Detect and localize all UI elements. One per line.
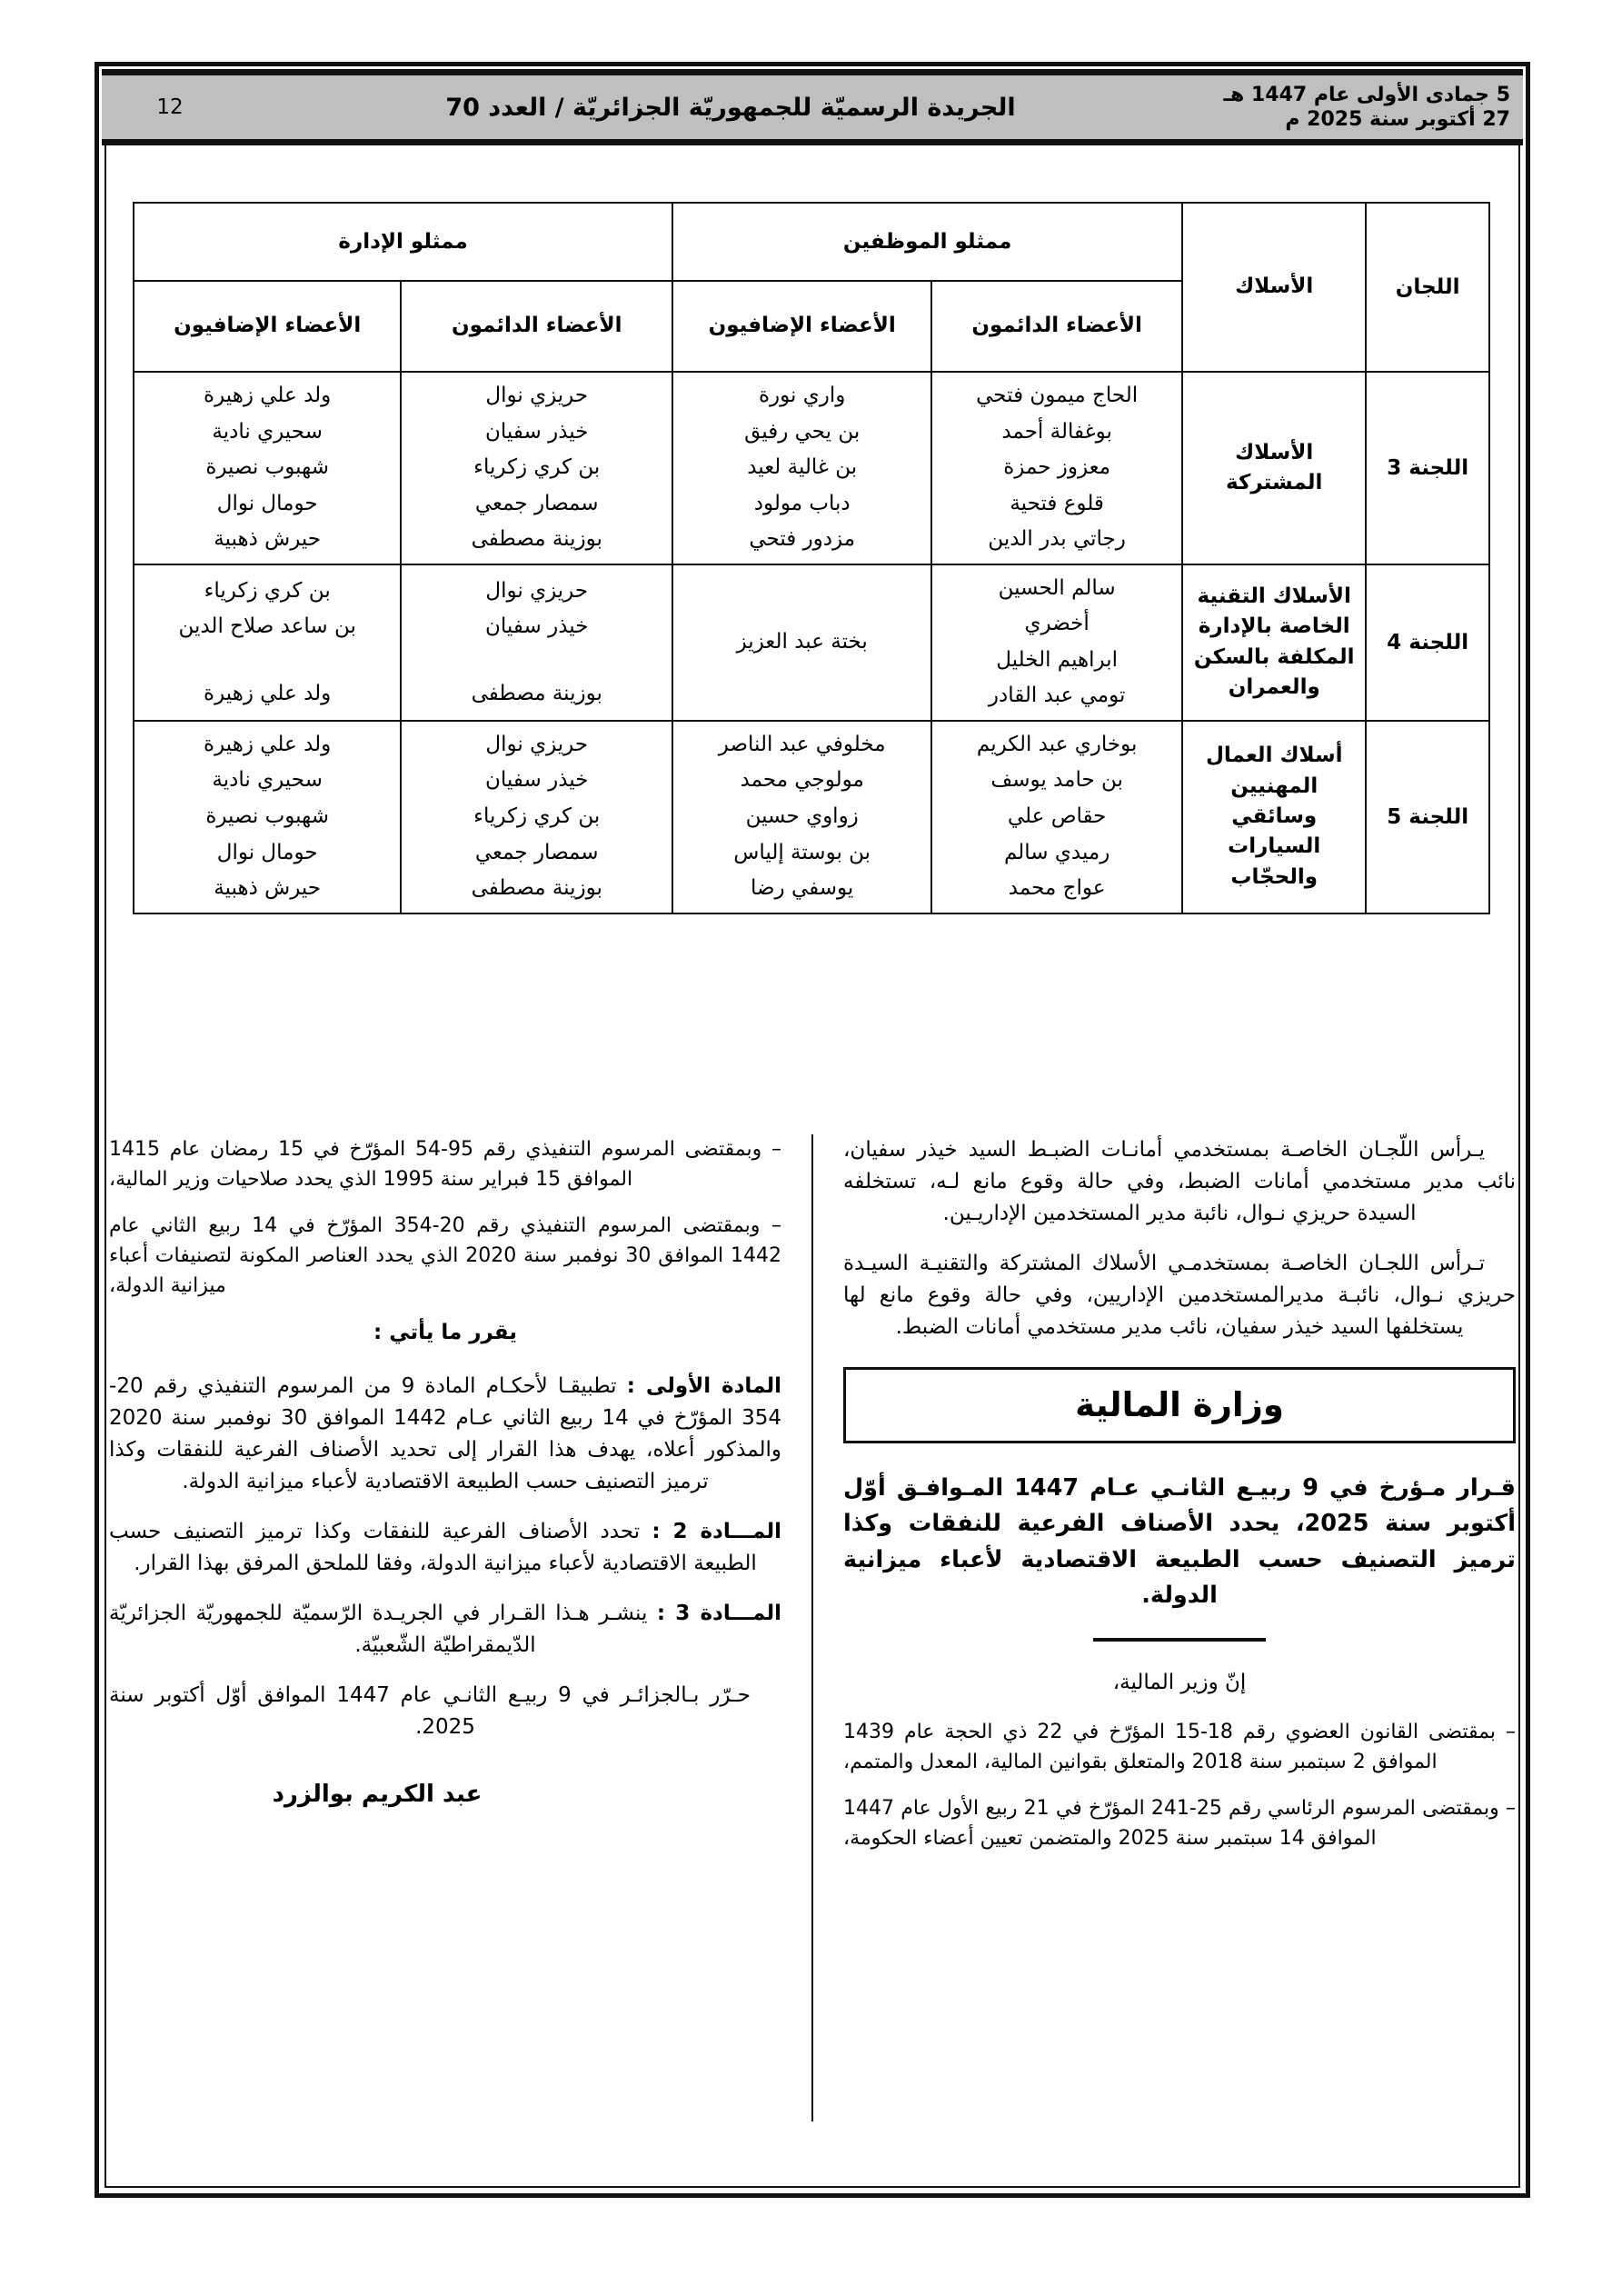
table-row: اللجنة 3 الأسلاك المشتركة الحاج ميمون فتحي… xyxy=(132,371,1490,565)
table-group-header-row: اللجان الأسلاك ممثلو الموظفين ممثلو الإد… xyxy=(132,202,1490,373)
cell-lijan: اللجنة 3 xyxy=(1365,371,1490,565)
cell-aslak: الأسلاك التقنية الخاصة بالإدارة المكلفة … xyxy=(1181,563,1368,722)
horizontal-rule xyxy=(1093,1637,1266,1642)
header-admin-permanent: الأعضاء الدائمون xyxy=(400,280,674,373)
header-aslak: الأسلاك xyxy=(1181,202,1368,373)
header-group-administration: ممثلو الإدارة xyxy=(132,202,674,282)
article-2-label: المـــادة 2 : xyxy=(652,1519,781,1543)
ministry-banner-label: وزارة المالية xyxy=(1075,1385,1284,1425)
header-employees-additional: الأعضاء الإضافيون xyxy=(672,280,933,373)
left-text-column: – وبمقتضى المرسوم التنفيذي رقم 95-54 الم… xyxy=(109,1134,781,2189)
cell-aslak: أسلاك العمال المهنيين وسائقي السيارات وا… xyxy=(1181,719,1368,914)
citation-presidential-decree-25-241: – وبمقتضى المرسوم الرئاسي رقم 25-241 الم… xyxy=(843,1796,1516,1850)
cell-employees-additional: بختة عبد العزيز xyxy=(672,563,933,722)
header-group-employees: ممثلو الموظفين xyxy=(672,202,1184,282)
masthead-journal-title: الجريدة الرسميّة للجمهوريّة الجزائريّة /… xyxy=(445,93,1016,122)
cell-lijan: اللجنة 5 xyxy=(1365,719,1490,914)
committees-table: اللجان الأسلاك ممثلو الموظفين ممثلو الإد… xyxy=(132,202,1490,914)
article-2: المـــادة 2 : تحدد الأصناف الفرعية للنفق… xyxy=(109,1516,781,1580)
table-row: اللجنة 5 أسلاك العمال المهنيين وسائقي الس… xyxy=(132,719,1490,914)
article-3-text: ينشـر هـذا القـرار في الجريـدة الرّسميّة… xyxy=(109,1601,648,1657)
decree-title: قـرار مـؤرخ في 9 ربيـع الثانـي عـام 1447… xyxy=(843,1473,1516,1610)
citation-organic-law-18-15: – بمقتضى القانون العضوي رقم 18-15 المؤرّ… xyxy=(843,1720,1517,1773)
cell-lijan: اللجنة 4 xyxy=(1365,563,1490,722)
article-2-text: تحدد الأصناف الفرعية للنفقات وكذا ترميز … xyxy=(109,1519,757,1575)
header-lijan: اللجان xyxy=(1365,202,1490,373)
masthead-date-block: 5 جمادى الأولى عام 1447 هـ 27 أكتوبر سنة… xyxy=(1223,83,1523,133)
cell-employees-additional: مخلوفي عبد الناصر مولوجي محمد زواوي حسين بن… xyxy=(672,719,933,914)
cell-admin-permanent: حريزي نوال خيذر سفيان بن كري زكرياء سمصار ج… xyxy=(400,371,674,565)
closing-statement: حـرّر بـالجزائـر في 9 ربيـع الثانـي عام … xyxy=(109,1682,751,1739)
ministry-banner: وزارة المالية xyxy=(843,1366,1516,1443)
committees-table-body: اللجنة 3 الأسلاك المشتركة الحاج ميمون فتحي… xyxy=(132,371,1490,914)
masthead-page-number: 12 xyxy=(156,95,184,119)
cell-employees-additional: واري نورة بن يحي رفيق بن غالية لعيد دباب مو… xyxy=(672,371,933,565)
cell-admin-additional: ولد علي زهيرة سحيري نادية شهبوب نصيرة حومال… xyxy=(132,371,403,565)
cell-employees-permanent: سالم الحسين أخضري ابراهيم الخليل تومي عبد ا… xyxy=(930,563,1184,722)
citation-executive-decree-95-54: – وبمقتضى المرسوم التنفيذي رقم 95-54 الم… xyxy=(109,1138,782,1191)
cell-admin-additional: ولد علي زهيرة سحيري نادية شهبوب نصيرة حومال… xyxy=(132,719,403,914)
cell-admin-additional: بن كري زكرياء بن ساعد صلاح الدين ولد علي ز… xyxy=(132,563,403,722)
masthead-date-hijri: 5 جمادى الأولى عام 1447 هـ xyxy=(1223,83,1510,106)
article-1: المادة الأولى : تطبيقـا لأحكـام المادة 9… xyxy=(109,1371,781,1498)
cell-employees-permanent: بوخاري عبد الكريم بن حامد يوسف حقاص علي رمي… xyxy=(930,719,1184,914)
table-sub-header-row: الأعضاء الدائمون الأعضاء الإضافيون الأعض… xyxy=(132,280,1489,373)
citation-executive-decree-20-354: – وبمقتضى المرسوم التنفيذي رقم 20-354 ال… xyxy=(109,1214,781,1297)
header-admin-additional: الأعضاء الإضافيون xyxy=(132,280,403,373)
table-row: اللجنة 4 الأسلاك التقنية الخاصة بالإدارة … xyxy=(132,563,1490,722)
masthead: 5 جمادى الأولى عام 1447 هـ 27 أكتوبر سنة… xyxy=(102,69,1523,145)
cell-admin-permanent: حريزي نوال خيذر سفيان بوزينة مصطفى xyxy=(400,563,674,722)
cell-admin-permanent: حريزي نوال خيذر سفيان بن كري زكرياء سمصار ج… xyxy=(400,719,674,914)
cell-aslak: الأسلاك المشتركة xyxy=(1181,371,1368,565)
article-3-label: المـــادة 3 : xyxy=(656,1601,781,1625)
paragraph-presidency-common-corps: تـرأس اللجـان الخاصـة بمستخدمـي الأسلاك … xyxy=(843,1251,1516,1339)
signature-name: عبد الكريم بوالزرد xyxy=(272,1781,483,1809)
decides-heading: يقرر ما يأتي : xyxy=(373,1321,517,1344)
article-1-text: تطبيقـا لأحكـام المادة 9 من المرسوم التن… xyxy=(109,1373,782,1493)
cell-employees-permanent: الحاج ميمون فتحي بوغفالة أحمد معزوز حمزة قل… xyxy=(930,371,1184,565)
article-1-label: المادة الأولى : xyxy=(626,1373,782,1398)
column-divider xyxy=(811,1134,813,2121)
article-3: المـــادة 3 : ينشـر هـذا القـرار في الجر… xyxy=(109,1598,781,1662)
header-employees-permanent: الأعضاء الدائمون xyxy=(930,280,1184,373)
right-text-column: يـرأس اللّجـان الخاصـة بمستخدمي أمانـات … xyxy=(843,1134,1516,2189)
masthead-date-gregorian: 27 أكتوبر سنة 2025 م xyxy=(1285,108,1510,131)
paragraph-presidency-clerks: يـرأس اللّجـان الخاصـة بمستخدمي أمانـات … xyxy=(843,1138,1516,1225)
article-body: يـرأس اللّجـان الخاصـة بمستخدمي أمانـات … xyxy=(109,1134,1516,2189)
preamble-minister: إنّ وزير المالية، xyxy=(1112,1670,1247,1694)
